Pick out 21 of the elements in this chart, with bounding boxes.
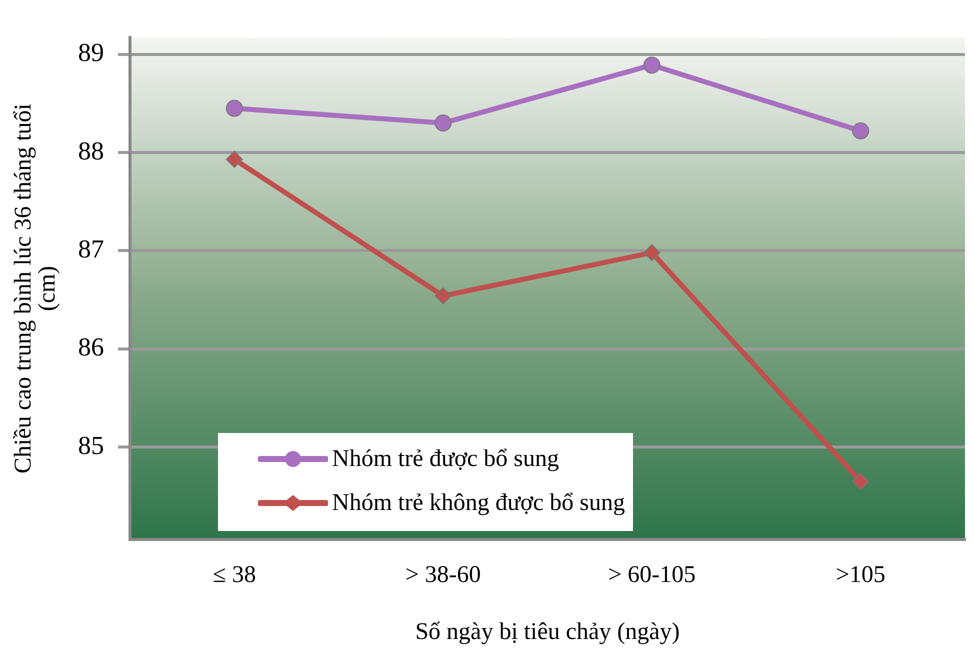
point [226,150,243,168]
legend-label: Nhóm trẻ không được bổ sung [332,490,626,516]
y-tick-label: 89 [78,38,104,68]
point [852,472,870,490]
x-tick-label: ≤ 38 [212,562,256,588]
y-tick-label: 87 [78,234,104,264]
x-tick-label: >105 [836,562,886,588]
point [226,100,243,117]
y-tick-label: 85 [78,430,104,460]
point [643,244,660,262]
point [434,287,452,304]
x-tick-label: > 38-60 [405,562,481,588]
x-axis-title: Số ngày bị tiêu chảy (ngày) [415,618,680,645]
legend-label: Nhóm trẻ được bổ sung [332,446,560,472]
x-tick-label: > 60-105 [608,562,696,588]
point [852,122,870,140]
point [434,114,452,132]
y-tick-label: 86 [78,332,104,362]
point [643,56,660,74]
y-axis-title: Chiều cao trung bình lúc 36 tháng tuổi (cm) [10,103,60,474]
y-tick-label: 88 [78,136,104,166]
